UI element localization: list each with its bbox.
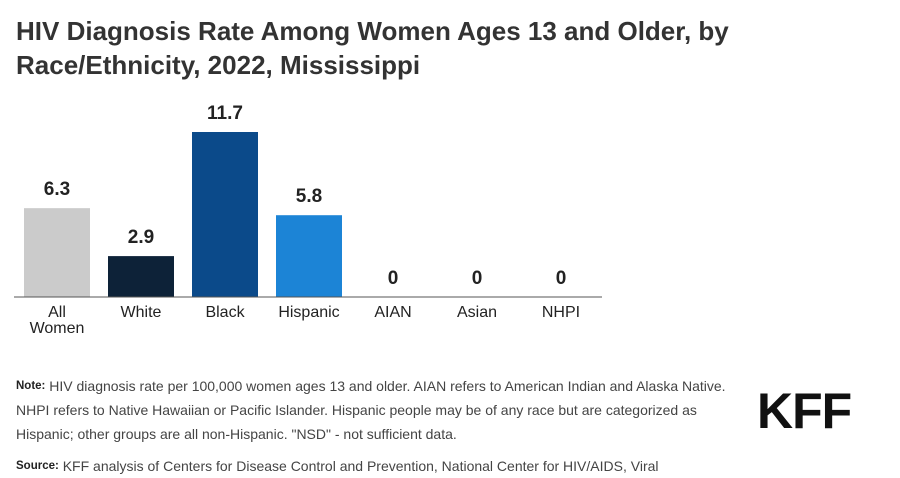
- category-label-line: All: [48, 304, 66, 321]
- category-label-hispanic: Hispanic: [278, 304, 339, 321]
- bar-white: [108, 256, 174, 297]
- category-label-line: Black: [205, 304, 245, 321]
- category-label-asian: Asian: [457, 304, 497, 321]
- chart-title: HIV Diagnosis Rate Among Women Ages 13 a…: [16, 16, 729, 80]
- bar-hispanic: [276, 215, 342, 297]
- category-label-all-women: All Women: [30, 304, 85, 337]
- value-label-aian: 0: [388, 268, 399, 289]
- kff-logo: KFF: [757, 383, 852, 439]
- value-label-hispanic: 5.8: [296, 186, 322, 207]
- source-paragraph: Source: KFF analysis of Centers for Dise…: [16, 454, 736, 478]
- category-label-black: Black: [205, 304, 245, 321]
- bar-chart: 6.3 All Women 2.9 White 11.7 Black 5.8 Hispanic 0…: [14, 103, 602, 337]
- notes-block: Note: HIV diagnosis rate per 100,000 wom…: [16, 374, 736, 478]
- category-label-line: Hispanic: [278, 304, 339, 321]
- category-label-line: AIAN: [374, 304, 411, 321]
- value-label-black: 11.7: [207, 103, 243, 124]
- category-label-white: White: [121, 304, 162, 321]
- source-text: KFF analysis of Centers for Disease Cont…: [62, 458, 659, 474]
- note-paragraph: Note: HIV diagnosis rate per 100,000 wom…: [16, 374, 736, 446]
- note-text: HIV diagnosis rate per 100,000 women age…: [16, 378, 726, 442]
- value-label-white: 2.9: [128, 227, 154, 248]
- value-label-nhpi: 0: [556, 268, 567, 289]
- bar-all-women: [24, 208, 90, 297]
- category-label-line: Women: [30, 320, 85, 337]
- bar-black: [192, 132, 258, 297]
- value-label-asian: 0: [472, 268, 483, 289]
- category-label-nhpi: NHPI: [542, 304, 580, 321]
- category-label-line: NHPI: [542, 304, 580, 321]
- category-label-line: White: [121, 304, 162, 321]
- bars-group: 6.3 All Women 2.9 White 11.7 Black 5.8 Hispanic 0…: [24, 103, 580, 337]
- source-label: Source:: [16, 460, 59, 472]
- category-label-line: Asian: [457, 304, 497, 321]
- category-label-aian: AIAN: [374, 304, 411, 321]
- value-label-all-women: 6.3: [44, 179, 70, 200]
- note-label: Note:: [16, 380, 46, 392]
